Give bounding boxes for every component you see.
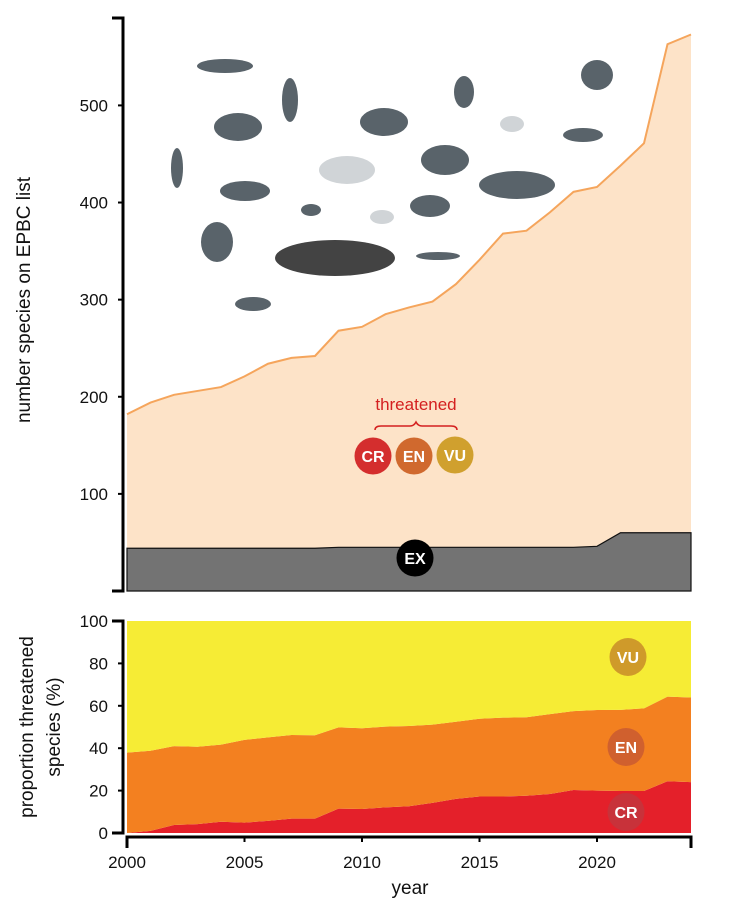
threatened-line — [126, 33, 692, 416]
badge-circle — [607, 793, 645, 831]
y-tick-label: 300 — [80, 291, 108, 310]
lizard-illustration-icon — [220, 181, 270, 201]
badge-circle — [436, 436, 474, 474]
x-axis-line — [125, 835, 693, 848]
crayfish-illustration-icon — [301, 204, 321, 216]
top-annotations: threatened CR EN VU EX — [354, 395, 474, 577]
badge-circle — [354, 437, 392, 475]
badge-label: EN — [615, 740, 637, 757]
x-axis-label: year — [392, 878, 430, 899]
parrot-illustration-icon — [171, 148, 183, 188]
badge-label: CR — [361, 449, 385, 466]
badge-label: VU — [444, 448, 466, 465]
badge-label: VU — [617, 650, 639, 667]
badge-vu: VU — [609, 638, 647, 676]
top-y-axis-line — [112, 16, 125, 593]
top-chart-areas — [126, 33, 692, 592]
badge-label: EX — [404, 551, 426, 568]
fish-illustration-icon — [197, 59, 253, 73]
seabird-illustration-icon — [581, 60, 613, 90]
threatened-label: threatened — [375, 395, 456, 414]
y-tick-label: 100 — [80, 485, 108, 504]
x-tick-label: 2005 — [226, 853, 264, 872]
animal-illustrations — [171, 59, 613, 311]
badge-en: EN — [395, 437, 433, 475]
echidna-illustration-icon — [214, 113, 262, 141]
snail-illustration-icon — [370, 210, 394, 224]
bottom-chart-areas: CR EN VU — [127, 621, 691, 833]
glider-illustration-icon — [319, 156, 375, 184]
y-tick-label: 400 — [80, 194, 108, 213]
y-tick-label: 60 — [89, 697, 108, 716]
badge-cr: CR — [354, 437, 392, 475]
threatened-brace — [374, 420, 458, 431]
y-tick-label: 100 — [80, 612, 108, 631]
badge-cr: CR — [607, 793, 645, 831]
whale-illustration-icon — [275, 240, 395, 276]
top-y-axis: 100 200 300 400 500 — [80, 16, 125, 593]
badge-circle — [607, 728, 645, 766]
gecko-illustration-icon — [235, 297, 271, 311]
koala-illustration-icon — [454, 76, 474, 108]
fish-illustration-icon — [201, 222, 233, 262]
bird-illustration-icon — [282, 78, 298, 122]
rodent-illustration-icon — [500, 116, 524, 132]
en-area — [127, 696, 691, 833]
badge-label: EN — [403, 449, 425, 466]
y-tick-label: 200 — [80, 388, 108, 407]
rat-illustration-icon — [421, 145, 469, 175]
x-tick-label: 2000 — [108, 853, 146, 872]
badge-vu: VU — [436, 436, 474, 474]
y-tick-label: 0 — [99, 824, 108, 843]
bottom-y-axis-label-line1: proportion threatened — [17, 636, 38, 818]
bottom-y-axis-label-line2: species (%) — [44, 677, 65, 776]
badge-label: CR — [614, 805, 638, 822]
bottom-axes: 0 20 40 60 80 100 2000 2005 2010 2015 2020 — [80, 612, 693, 872]
badge-circle — [395, 437, 433, 475]
y-tick-label: 40 — [89, 739, 108, 758]
badge-ex: EX — [396, 539, 434, 577]
badge-en: EN — [607, 728, 645, 766]
y-tick-label: 500 — [80, 96, 108, 115]
cr-area — [127, 781, 691, 833]
x-tick-label: 2010 — [343, 853, 381, 872]
threatened-area — [127, 34, 691, 591]
x-tick-label: 2015 — [461, 853, 499, 872]
thylacine-illustration-icon — [479, 171, 555, 199]
top-y-axis-label: number species on EPBC list — [14, 176, 35, 423]
frog-illustration-icon — [410, 195, 450, 217]
badge-circle — [609, 638, 647, 676]
badge-circle — [396, 539, 434, 577]
y-tick-label: 20 — [89, 782, 108, 801]
turtle-illustration-icon — [360, 108, 408, 136]
x-tick-label: 2020 — [578, 853, 616, 872]
fish-illustration-icon — [563, 128, 603, 142]
y-tick-label: 80 — [89, 654, 108, 673]
vu-area — [127, 621, 691, 753]
snake-illustration-icon — [416, 252, 460, 260]
bottom-y-axis-line — [112, 619, 125, 835]
